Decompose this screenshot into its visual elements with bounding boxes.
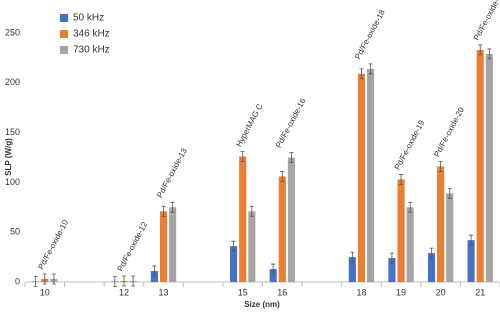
bar <box>357 73 366 282</box>
bar <box>367 68 375 282</box>
x-tick-label: 20 <box>436 287 446 297</box>
legend-label: 346 kHz <box>73 29 110 40</box>
y-tick-label: 250 <box>5 27 20 37</box>
error-bar <box>429 247 434 259</box>
bar <box>397 179 405 282</box>
error-bar <box>478 44 483 56</box>
annotation: Pd/Fe-oxide-16 <box>274 96 308 149</box>
bar <box>239 156 247 282</box>
error-bar <box>368 63 373 75</box>
bar <box>388 258 396 282</box>
annotation: Pd/Fe-oxide-20 <box>432 105 466 158</box>
y-tick-label: 100 <box>5 177 20 187</box>
y-tick-label: 200 <box>5 77 20 87</box>
y-tick-label: 150 <box>5 127 20 137</box>
bar <box>467 240 475 282</box>
bar <box>437 166 445 282</box>
annotation: Pd/Fe-oxide-19 <box>393 118 427 171</box>
error-bar <box>152 265 157 277</box>
legend-label: 50 kHz <box>73 13 104 24</box>
error-bar <box>289 152 294 163</box>
bar <box>287 157 295 282</box>
bar <box>446 193 454 282</box>
x-tick-label: 19 <box>396 287 406 297</box>
error-bar <box>271 263 276 275</box>
annotation: Pd/Fe-oxide-21 <box>472 0 500 42</box>
bar <box>485 53 493 282</box>
x-tick-label: 12 <box>119 287 129 297</box>
error-bar <box>487 48 492 60</box>
error-bar <box>121 275 126 287</box>
error-bar <box>231 240 236 252</box>
bar <box>406 207 414 282</box>
error-bar <box>240 151 245 162</box>
x-tick-label: 15 <box>238 287 248 297</box>
bar <box>278 176 286 282</box>
bar <box>230 246 238 282</box>
x-axis-label: Size (nm) <box>244 300 280 309</box>
error-bar <box>469 234 474 246</box>
error-bar <box>33 276 38 287</box>
legend-label: 730 kHz <box>73 45 110 56</box>
bar <box>476 49 484 282</box>
bar <box>269 269 277 282</box>
error-bar <box>280 171 285 182</box>
y-tick-label: 0 <box>15 276 20 286</box>
error-bar <box>161 205 166 217</box>
error-bar <box>350 251 355 263</box>
y-axis-label: SLP (W/g) <box>4 138 13 176</box>
error-bar <box>359 68 364 80</box>
bar <box>348 257 356 282</box>
error-bar <box>51 273 56 285</box>
legend-swatch <box>60 46 68 54</box>
x-tick-label: 10 <box>40 287 50 297</box>
y-tick-label: 50 <box>10 227 20 237</box>
bar <box>150 271 158 282</box>
error-bar <box>42 273 47 285</box>
error-bar <box>389 252 394 264</box>
error-bar <box>399 174 404 185</box>
error-bar <box>447 187 452 199</box>
annotation: HyperMAG C <box>234 102 264 148</box>
annotation: Pd/Fe-oxide-12 <box>116 220 150 273</box>
bar <box>427 253 436 282</box>
x-tick-label: 16 <box>277 287 287 297</box>
error-bar <box>249 205 254 217</box>
bar <box>169 207 177 282</box>
x-tick-label: 18 <box>356 287 366 297</box>
legend-swatch <box>60 30 68 38</box>
x-tick-label: 13 <box>159 287 169 297</box>
error-bar <box>112 276 117 287</box>
annotation: Pd/Fe-oxide-18 <box>353 8 387 61</box>
bar <box>159 211 168 282</box>
legend-swatch <box>60 14 68 22</box>
error-bar <box>131 275 136 287</box>
bar <box>248 211 256 282</box>
x-tick-label: 21 <box>475 287 485 297</box>
error-bar <box>170 201 175 213</box>
annotation: Pd/Fe-oxide-13 <box>155 146 189 199</box>
error-bar <box>408 201 413 213</box>
error-bar <box>438 161 443 172</box>
annotation: Pd/Fe-oxide-10 <box>36 218 70 271</box>
